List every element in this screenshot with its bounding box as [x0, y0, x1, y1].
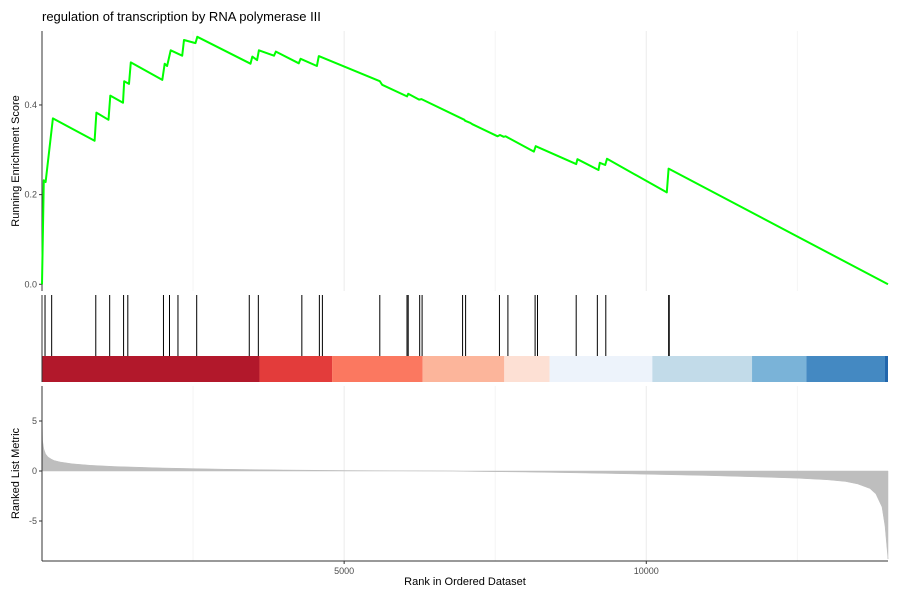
- x-axis-tick-label: 5000: [334, 566, 354, 576]
- color-bar-segment: [42, 356, 260, 382]
- ranked-metric-panel: 5 0 -5 5000 10000 Ranked List Metric: [10, 386, 889, 576]
- enrichment-y-tick-label: 0.4: [24, 100, 37, 110]
- color-bar-segment: [752, 356, 807, 382]
- color-bar-segment: [259, 356, 333, 382]
- x-axis-title: Rank in Ordered Dataset: [404, 576, 526, 588]
- enrichment-y-axis-title: Running Enrichment Score: [10, 95, 22, 226]
- enrichment-y-tick-label: 0.0: [24, 279, 37, 289]
- metric-y-axis-title: Ranked List Metric: [10, 427, 22, 519]
- color-bar-segment: [884, 356, 888, 382]
- color-bar-segment: [504, 356, 550, 382]
- color-bar-segment: [549, 356, 653, 382]
- rank-color-bar: [41, 356, 888, 382]
- enrichment-y-tick-label: 0.2: [24, 190, 37, 200]
- color-bar-segment: [422, 356, 505, 382]
- x-axis-tick-label: 10000: [634, 566, 659, 576]
- ranked-metric-area: [41, 412, 889, 560]
- color-bar-segment: [652, 356, 753, 382]
- color-bar-segment: [332, 356, 423, 382]
- color-bar-segment: [806, 356, 885, 382]
- metric-y-tick-label: 0: [32, 466, 37, 476]
- enrichment-score-line: [41, 35, 889, 286]
- metric-y-tick-label: -5: [29, 516, 37, 526]
- gene-hits-panel: [41, 295, 670, 356]
- chart-title: regulation of transcription by RNA polym…: [42, 9, 321, 24]
- metric-y-tick-label: 5: [32, 416, 37, 426]
